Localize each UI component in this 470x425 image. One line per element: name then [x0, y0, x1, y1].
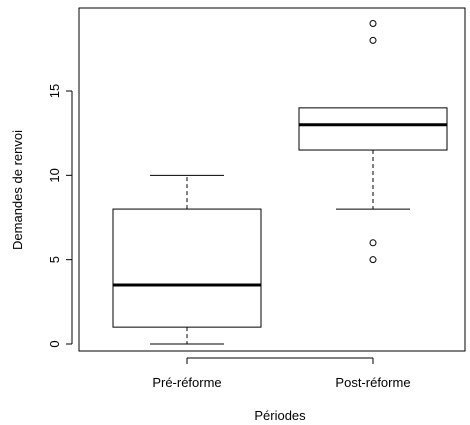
box-post-reforme [298, 107, 448, 151]
y-tick-label-15: 15 [47, 84, 62, 98]
x-tick-label-2: Post-réforme [335, 375, 410, 390]
x-tick-label-1: Pré-réforme [152, 375, 221, 390]
y-axis: 0 5 10 15 [47, 84, 73, 348]
outlier-post-reforme-3 [369, 36, 377, 44]
plot-frame [78, 7, 466, 352]
x-axis: Pré-réforme Post-réforme [152, 357, 411, 390]
box-group-pre-reforme [112, 174, 262, 345]
box-pre-reforme [112, 208, 262, 328]
outlier-post-reforme-4 [369, 20, 377, 28]
box-group-post-reforme [298, 20, 448, 264]
y-tick-label-5: 5 [47, 256, 62, 263]
boxes-layer [112, 20, 448, 345]
outlier-post-reforme-2 [369, 239, 377, 247]
outlier-post-reforme-1 [369, 256, 377, 264]
y-axis-title: Demandes de renvoi [10, 130, 25, 250]
y-tick-label-0: 0 [47, 340, 62, 347]
y-tick-label-10: 10 [47, 168, 62, 182]
x-axis-title: Périodes [254, 408, 306, 423]
